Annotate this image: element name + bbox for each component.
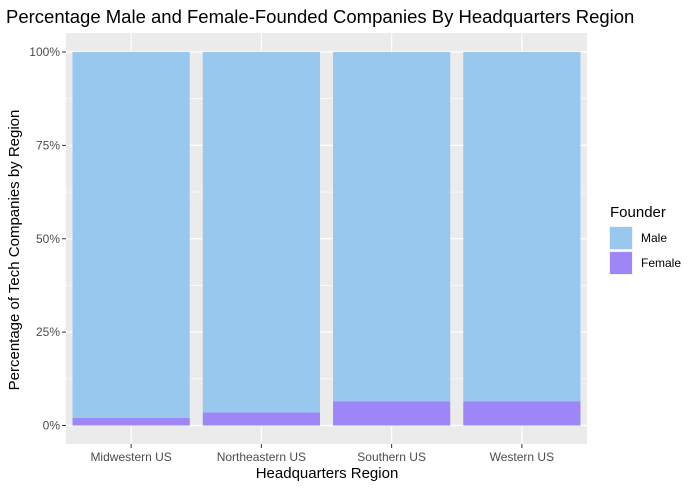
- bar-male-midwestern-us: [72, 52, 190, 419]
- legend: Founder Male Female: [609, 204, 681, 275]
- bar-female-western-us: [463, 401, 581, 426]
- y-tick-label: 100%: [29, 45, 60, 59]
- bar-male-western-us: [463, 52, 581, 402]
- x-tick-label: Northeastern US: [217, 450, 306, 464]
- bar-female-southern-us: [333, 401, 451, 426]
- bar-female-midwestern-us: [72, 418, 190, 426]
- legend-label-female: Female: [641, 256, 681, 270]
- legend-swatch-male: [610, 227, 632, 249]
- legend-swatch-female: [610, 252, 632, 274]
- bar-male-southern-us: [333, 52, 451, 402]
- x-tick-label: Southern US: [357, 450, 426, 464]
- x-tick-label: Western US: [490, 450, 554, 464]
- x-axis-title: Headquarters Region: [256, 465, 399, 482]
- y-axis-title: Percentage of Tech Companies by Region: [6, 110, 23, 391]
- x-axis: Midwestern US Northeastern US Southern US W…: [90, 444, 554, 464]
- x-tick-label: Midwestern US: [90, 450, 171, 464]
- y-tick-label: 25%: [36, 325, 60, 339]
- legend-label-male: Male: [641, 231, 667, 245]
- y-axis: 0% 25% 50% 75% 100%: [29, 45, 66, 433]
- bar-female-northeastern-us: [202, 412, 320, 426]
- legend-title: Founder: [610, 204, 666, 221]
- y-tick-label: 50%: [36, 232, 60, 246]
- y-tick-label: 0%: [43, 419, 61, 433]
- bars: [72, 52, 581, 426]
- y-tick-label: 75%: [36, 138, 60, 152]
- chart-title: Percentage Male and Female-Founded Compa…: [6, 6, 634, 27]
- bar-male-northeastern-us: [202, 52, 320, 413]
